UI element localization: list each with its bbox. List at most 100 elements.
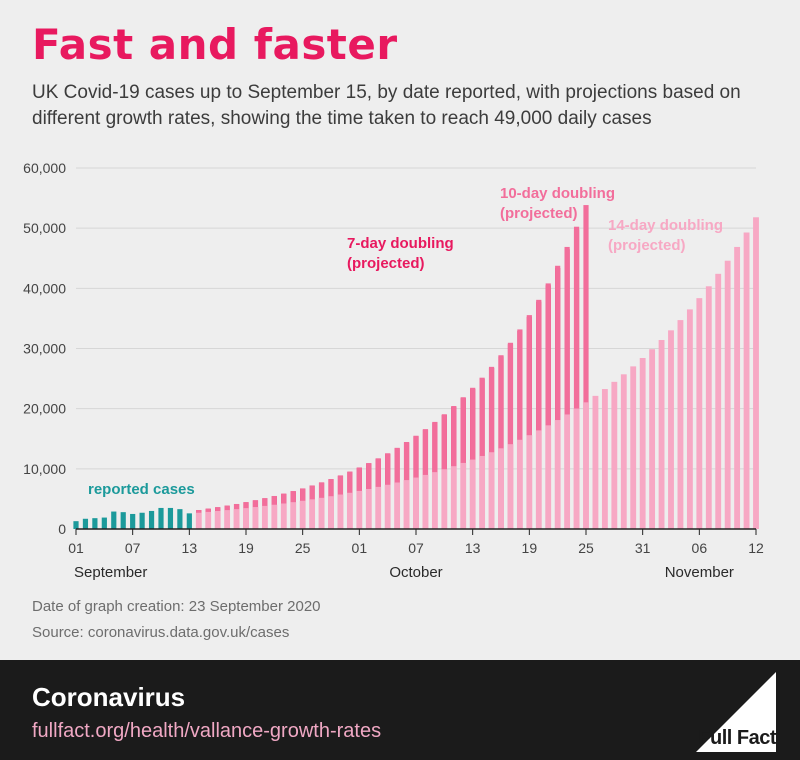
- bar: [92, 518, 98, 529]
- month-label: October: [389, 564, 442, 581]
- bars: [73, 205, 759, 530]
- bar: [545, 425, 552, 529]
- bar: [696, 298, 703, 529]
- x-tick-label: 19: [238, 540, 254, 556]
- bar: [554, 420, 561, 529]
- bar: [705, 286, 712, 529]
- bar: [536, 299, 542, 529]
- bar: [290, 502, 297, 529]
- bar: [555, 265, 561, 529]
- y-tick-label: 40,000: [23, 280, 66, 296]
- bar: [686, 309, 693, 529]
- bar: [564, 246, 570, 529]
- bar: [375, 486, 382, 529]
- bar: [299, 500, 306, 529]
- logo-triangle-icon: [696, 672, 776, 752]
- bar: [431, 472, 438, 529]
- bar: [422, 474, 429, 529]
- bar: [564, 414, 571, 529]
- bar: [120, 512, 126, 529]
- bar: [450, 466, 457, 529]
- bar: [252, 507, 259, 529]
- bar: [630, 366, 637, 529]
- x-tick-label: 07: [408, 540, 424, 556]
- x-tick-label: 25: [295, 540, 311, 556]
- bar: [394, 482, 401, 529]
- y-tick-label: 60,000: [23, 160, 66, 176]
- logo-text: Full Fact: [698, 727, 776, 749]
- bar: [715, 273, 722, 529]
- bar: [601, 389, 608, 529]
- bar: [167, 507, 174, 529]
- x-tick-label: 07: [125, 540, 141, 556]
- bar: [517, 329, 523, 529]
- bar: [668, 330, 674, 529]
- bar: [158, 507, 164, 529]
- gridlines: [76, 167, 756, 530]
- series-3-bars: [195, 217, 759, 529]
- x-tick-label: 19: [522, 540, 538, 556]
- y-axis: 0 10,000 20,000 30,000 40,000 50,000 60,000: [23, 160, 66, 537]
- x-tick-label: 13: [465, 540, 481, 556]
- bar: [101, 517, 107, 529]
- footer-topic: Coronavirus: [32, 682, 186, 712]
- bar: [649, 349, 656, 529]
- bar: [356, 490, 363, 529]
- bar: [535, 430, 542, 529]
- bar: [545, 283, 551, 529]
- bar: [384, 484, 391, 529]
- bar: [639, 358, 646, 529]
- bar: [611, 381, 618, 529]
- bar: [130, 513, 136, 529]
- series-label: (projected): [347, 255, 425, 272]
- series-labels: reported cases 7-day doubling (projected) 1…: [88, 185, 723, 498]
- y-tick-label: 20,000: [23, 401, 66, 417]
- bar: [469, 459, 476, 529]
- bar: [734, 246, 741, 529]
- bar: [139, 512, 145, 529]
- bar: [148, 510, 155, 529]
- bar: [498, 448, 504, 529]
- bar: [470, 387, 476, 529]
- source-note: Source: coronavirus.data.gov.uk/cases: [32, 624, 290, 641]
- bar: [753, 217, 759, 529]
- y-tick-label: 0: [58, 521, 66, 537]
- bar: [488, 452, 495, 529]
- bar: [328, 496, 334, 529]
- chart-title: Fast and faster: [32, 20, 398, 69]
- bar: [460, 462, 467, 529]
- series-label: reported cases: [88, 481, 195, 498]
- x-tick-label: 12: [748, 540, 764, 556]
- bar: [658, 340, 665, 529]
- bar: [214, 511, 221, 529]
- bar: [677, 320, 684, 529]
- series-label: (projected): [500, 205, 578, 222]
- bar: [224, 510, 231, 529]
- bar: [516, 439, 523, 529]
- bar: [261, 505, 268, 529]
- bar: [318, 497, 325, 529]
- bar: [177, 509, 183, 529]
- bar: [583, 402, 589, 529]
- bar: [498, 355, 504, 529]
- bar: [82, 518, 89, 529]
- bar: [346, 492, 353, 529]
- chart-subtitle: UK Covid-19 cases up to September 15, by…: [32, 82, 741, 129]
- bar: [403, 480, 410, 529]
- y-tick-label: 10,000: [23, 461, 66, 477]
- footer-link[interactable]: fullfact.org/health/vallance-growth-rate…: [32, 720, 382, 742]
- full-fact-logo: Full Fact: [666, 672, 776, 752]
- series-0-bars: [73, 507, 192, 529]
- bar: [280, 503, 287, 529]
- bar: [526, 435, 533, 529]
- bar: [111, 511, 117, 529]
- x-tick-label: 06: [692, 540, 708, 556]
- x-tick-label: 01: [68, 540, 84, 556]
- x-tick-label: 13: [182, 540, 198, 556]
- bar: [743, 232, 750, 529]
- x-axis: 01 07 13 19 25 01 07 13 19 25 31 06 12 September Octob…: [68, 528, 764, 581]
- bar: [507, 342, 514, 529]
- bar: [441, 469, 448, 529]
- bar: [186, 513, 192, 529]
- bar: [573, 408, 580, 529]
